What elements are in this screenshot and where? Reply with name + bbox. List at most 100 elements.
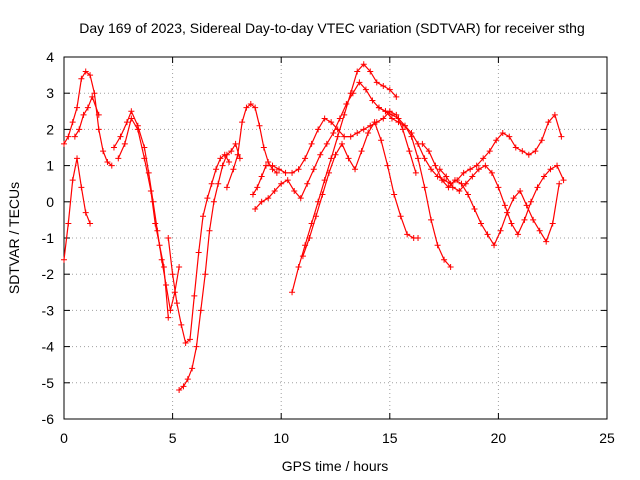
series-sat-e: [115, 115, 172, 321]
data-point: [165, 314, 172, 321]
data-point: [360, 126, 367, 133]
data-point: [415, 235, 422, 241]
data-point: [393, 93, 400, 100]
data-point: [169, 271, 176, 278]
data-point: [510, 195, 517, 202]
data-point: [484, 231, 491, 238]
data-point: [408, 130, 415, 137]
data-point: [480, 155, 487, 162]
y-tick-label: -4: [42, 339, 55, 355]
series-sat-b: [61, 155, 94, 263]
data-point: [373, 79, 380, 86]
data-point: [306, 235, 313, 241]
data-point: [375, 104, 382, 111]
x-tick-label: 25: [599, 430, 615, 446]
data-point: [273, 169, 280, 176]
data-point: [160, 263, 167, 270]
data-point: [467, 166, 474, 173]
data-point: [482, 162, 489, 169]
data-point: [421, 184, 428, 191]
y-tick-label: 1: [46, 158, 54, 174]
data-point: [223, 184, 230, 191]
y-tick-label: 3: [46, 85, 54, 101]
data-point: [74, 155, 81, 162]
data-point: [243, 104, 250, 111]
grid: [64, 57, 607, 419]
data-point: [378, 137, 385, 144]
data-point: [115, 155, 122, 162]
series-line: [178, 143, 241, 391]
data-point: [386, 86, 393, 93]
data-point: [128, 115, 135, 122]
data-point: [213, 166, 220, 173]
data-point: [117, 133, 124, 140]
data-point: [226, 158, 233, 165]
data-point: [475, 166, 482, 173]
data-point: [269, 162, 276, 169]
series-sat-d: [110, 108, 183, 314]
data-point: [202, 271, 209, 278]
data-point: [560, 177, 567, 184]
data-point: [302, 155, 309, 162]
data-point: [74, 104, 81, 111]
data-point: [191, 292, 198, 299]
data-point: [173, 300, 180, 307]
series-line: [113, 110, 180, 311]
data-point: [549, 220, 556, 227]
series-line: [117, 117, 169, 319]
data-point: [438, 177, 445, 184]
data-point: [65, 220, 72, 227]
series-sat-g: [176, 140, 243, 394]
data-point: [491, 242, 498, 249]
data-point: [121, 140, 128, 147]
data-point: [354, 130, 361, 137]
data-point: [236, 155, 243, 162]
data-point: [258, 173, 265, 180]
data-point: [551, 111, 558, 118]
data-point: [123, 119, 130, 126]
data-point: [134, 126, 141, 133]
series-sat-c: [71, 93, 102, 140]
data-point: [436, 166, 443, 173]
data-point: [265, 158, 272, 165]
data-point: [239, 119, 246, 126]
data-point: [506, 133, 513, 140]
data-point: [61, 140, 67, 147]
data-point: [215, 180, 222, 187]
series-line: [291, 63, 397, 293]
data-point: [69, 177, 76, 184]
data-point: [289, 169, 296, 176]
y-axis-label: SDTVAR / TECUs: [6, 182, 22, 294]
data-point: [369, 97, 376, 104]
data-point: [176, 263, 183, 270]
data-point: [530, 216, 537, 223]
data-point: [232, 140, 239, 147]
plot-frame: [63, 56, 608, 420]
data-point: [210, 198, 217, 205]
data-point: [521, 216, 528, 223]
data-point: [471, 206, 478, 213]
data-point: [282, 169, 289, 176]
y-tick-label: -2: [42, 266, 55, 282]
data-point: [519, 148, 526, 155]
data-point: [419, 140, 426, 147]
series-line: [226, 103, 278, 188]
series-sat-a: [61, 68, 115, 169]
data-point: [558, 133, 565, 140]
data-point: [206, 227, 213, 234]
data-point: [289, 289, 296, 296]
data-point: [295, 263, 302, 270]
data-point: [189, 365, 196, 372]
data-point: [184, 376, 191, 383]
data-point: [345, 155, 352, 162]
data-point: [486, 148, 493, 155]
data-point: [230, 166, 237, 173]
data-point: [508, 220, 515, 227]
data-point: [223, 151, 230, 158]
data-point: [432, 162, 439, 169]
data-point: [176, 387, 183, 394]
data-point: [339, 140, 346, 147]
data-point: [319, 191, 326, 198]
series-line: [63, 157, 91, 261]
